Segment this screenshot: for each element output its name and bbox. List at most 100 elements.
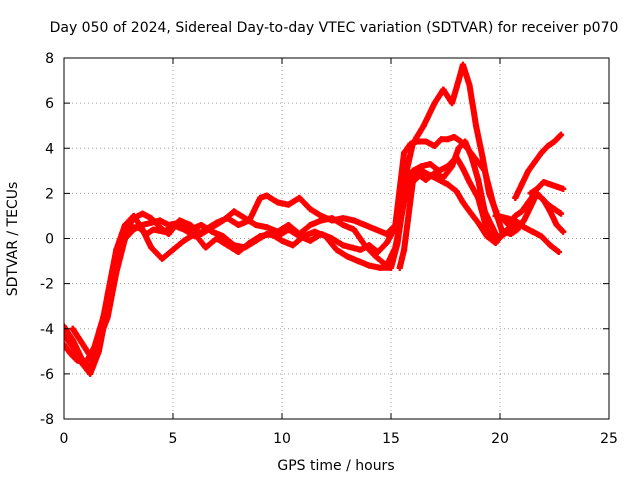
data-point xyxy=(263,224,270,231)
data-point xyxy=(340,215,347,222)
data-point xyxy=(198,230,205,237)
data-point xyxy=(350,226,357,233)
data-point xyxy=(466,179,473,186)
data-point xyxy=(431,170,438,177)
data-point xyxy=(525,167,532,174)
data-point xyxy=(462,138,469,145)
data-point xyxy=(241,244,248,251)
data-point xyxy=(156,217,163,224)
data-point xyxy=(453,188,460,195)
data-point xyxy=(553,221,560,228)
data-point xyxy=(87,352,94,359)
data-point xyxy=(512,212,519,219)
data-point xyxy=(150,226,157,233)
data-point xyxy=(488,221,495,228)
data-point xyxy=(431,142,438,149)
data-point xyxy=(198,221,205,228)
data-point xyxy=(420,122,427,129)
series-track-e xyxy=(396,138,567,271)
data-point xyxy=(459,61,466,68)
data-point xyxy=(534,185,541,192)
data-point xyxy=(444,136,451,143)
data-point xyxy=(492,212,499,219)
data-point xyxy=(355,258,362,265)
data-point xyxy=(130,212,137,219)
data-point xyxy=(285,201,292,208)
data-point xyxy=(531,158,538,165)
data-point xyxy=(409,140,416,147)
data-point xyxy=(492,240,499,247)
data-point xyxy=(340,242,347,249)
data-point xyxy=(318,230,325,237)
data-point xyxy=(361,221,368,228)
data-point xyxy=(87,366,94,373)
data-point xyxy=(518,208,525,215)
data-point xyxy=(538,233,545,240)
data-point xyxy=(451,133,458,140)
data-point xyxy=(159,255,166,262)
y-tick-label: -2 xyxy=(40,277,54,293)
data-point xyxy=(170,246,176,253)
data-point xyxy=(252,221,259,228)
data-point xyxy=(560,185,567,192)
data-point xyxy=(113,269,120,276)
data-point xyxy=(431,100,438,107)
data-point xyxy=(444,181,451,188)
data-point xyxy=(558,131,565,138)
data-point xyxy=(401,246,408,253)
y-tick-label: 0 xyxy=(45,232,54,248)
data-point xyxy=(396,208,403,215)
data-point xyxy=(551,138,558,145)
data-point xyxy=(318,217,325,224)
series-track-c xyxy=(64,167,517,373)
data-point xyxy=(180,237,187,244)
data-point xyxy=(285,226,292,233)
data-point xyxy=(340,221,347,228)
data-point xyxy=(553,183,560,190)
data-point xyxy=(202,244,209,251)
data-point xyxy=(366,262,373,269)
data-point xyxy=(499,215,506,222)
data-point xyxy=(64,332,67,339)
data-point xyxy=(473,122,480,129)
data-point xyxy=(220,233,227,240)
chart-title: Day 050 of 2024, Sidereal Day-to-day VTE… xyxy=(50,20,619,36)
data-point xyxy=(296,233,303,240)
data-point xyxy=(514,226,521,233)
data-point xyxy=(366,242,373,249)
x-tick-label: 10 xyxy=(273,431,291,447)
data-point xyxy=(130,226,137,233)
data-point xyxy=(209,228,216,235)
data-point xyxy=(512,194,519,201)
y-tick-label: -4 xyxy=(40,322,54,338)
data-point xyxy=(307,221,314,228)
data-point xyxy=(555,249,562,256)
data-point xyxy=(156,224,163,231)
x-tick-label: 25 xyxy=(600,431,618,447)
data-point xyxy=(279,237,285,244)
y-tick-label: 2 xyxy=(45,186,54,202)
data-point xyxy=(64,323,67,330)
data-point xyxy=(455,145,462,152)
data-point xyxy=(104,314,111,321)
series-path xyxy=(64,167,517,373)
data-point xyxy=(235,249,242,256)
data-point xyxy=(449,100,456,107)
data-point xyxy=(560,228,567,235)
data-point xyxy=(438,136,445,143)
data-point xyxy=(148,244,155,251)
series-track-h xyxy=(527,179,567,197)
data-point xyxy=(455,77,462,84)
data-point xyxy=(481,208,488,215)
y-tick-label: 6 xyxy=(45,96,54,112)
data-point xyxy=(139,210,146,217)
data-point xyxy=(558,210,565,217)
data-point xyxy=(235,221,242,228)
data-point xyxy=(525,199,532,206)
data-point xyxy=(122,235,129,242)
data-point xyxy=(479,154,486,161)
data-point xyxy=(348,244,355,251)
data-point xyxy=(329,235,336,242)
data-point xyxy=(307,237,314,244)
